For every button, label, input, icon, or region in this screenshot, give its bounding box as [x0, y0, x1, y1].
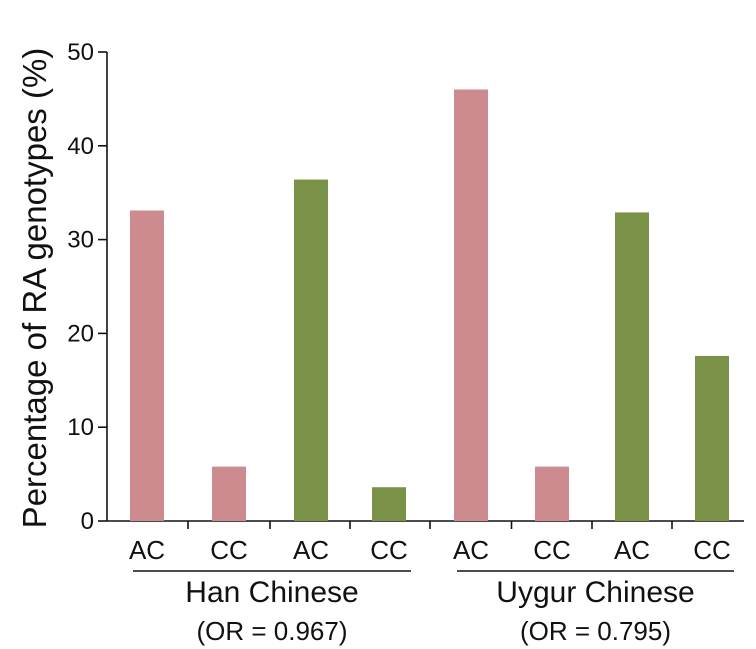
y-tick-label: 30 — [67, 227, 94, 254]
x-tick-label: CC — [533, 535, 571, 565]
bar — [615, 212, 649, 521]
bar — [130, 210, 164, 521]
bar — [454, 89, 488, 522]
bar — [695, 355, 729, 521]
bar — [535, 466, 569, 521]
group-name: Han Chinese — [185, 576, 358, 609]
x-tick-label: AC — [293, 535, 329, 565]
y-tick-label: 0 — [81, 508, 94, 535]
y-tick-label: 20 — [67, 320, 94, 347]
y-tick-label: 10 — [67, 414, 94, 441]
x-tick-label: AC — [614, 535, 650, 565]
odds-ratio-label: (OR = 0.967) — [196, 616, 347, 646]
y-axis-label: Percentage of RA genotypes (%) — [16, 48, 53, 529]
y-tick-label: 40 — [67, 133, 94, 160]
x-labels: AC CC AC CC AC CC AC CC — [129, 535, 731, 565]
bars — [130, 89, 729, 522]
group-name: Uygur Chinese — [496, 576, 694, 609]
x-tick-label: AC — [453, 535, 489, 565]
x-tick-label: CC — [693, 535, 731, 565]
x-tick-label: CC — [370, 535, 408, 565]
x-tick-label: AC — [129, 535, 165, 565]
odds-ratio-label: (OR = 0.795) — [520, 616, 671, 646]
x-tick-label: CC — [210, 535, 248, 565]
group-labels: Han Chinese (OR = 0.967) Uygur Chinese (OR … — [133, 570, 734, 646]
bar — [212, 466, 246, 521]
y-tick-label: 50 — [67, 39, 94, 66]
y-ticks: 0 10 20 30 40 50 — [67, 39, 107, 535]
bar — [372, 487, 406, 521]
bar — [294, 179, 328, 521]
